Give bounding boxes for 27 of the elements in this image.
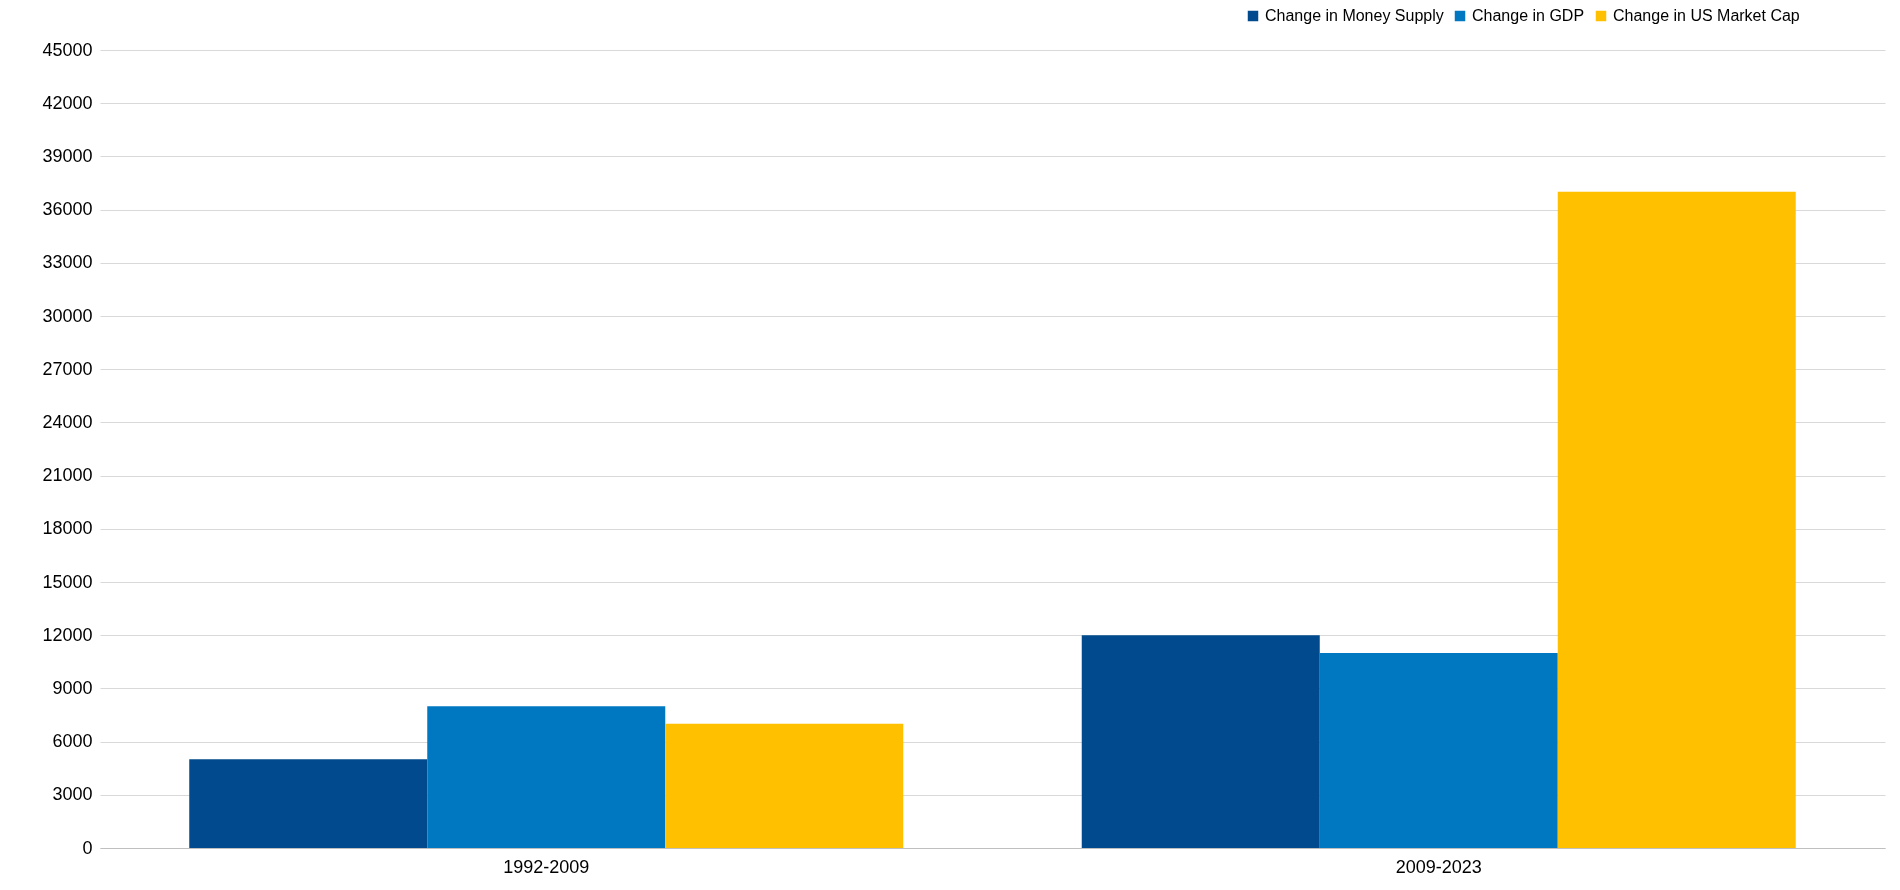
y-tick-label: 6000: [52, 731, 93, 752]
y-tick-label: 45000: [42, 39, 93, 60]
x-tick-label: 2009-2023: [1395, 856, 1482, 877]
x-tick-label: 1992-2009: [503, 856, 590, 877]
y-tick-label: 30000: [42, 305, 93, 326]
y-tick-label: 12000: [42, 624, 93, 645]
y-tick-label: 33000: [42, 252, 93, 273]
bar: [1319, 652, 1558, 848]
y-tick-label: 0: [82, 837, 93, 858]
y-tick-label: 15000: [42, 571, 93, 592]
bar: [189, 759, 428, 848]
y-tick-label: 39000: [42, 145, 93, 166]
y-tick-label: 42000: [42, 92, 93, 113]
y-tick-label: 9000: [52, 677, 93, 698]
bar: [1081, 635, 1320, 848]
legend-label: Change in GDP: [1472, 7, 1585, 24]
legend-label: Change in US Market Cap: [1613, 7, 1800, 24]
y-tick-label: 18000: [42, 518, 93, 539]
bar: [1557, 191, 1796, 848]
y-tick-label: 21000: [42, 465, 93, 486]
legend-label: Change in Money Supply: [1265, 7, 1444, 24]
y-tick-label: 3000: [52, 784, 93, 805]
y-tick-label: 36000: [42, 199, 93, 220]
y-tick-label: 24000: [42, 411, 93, 432]
bar: [665, 723, 904, 848]
y-tick-label: 27000: [42, 358, 93, 379]
bar: [427, 706, 666, 848]
